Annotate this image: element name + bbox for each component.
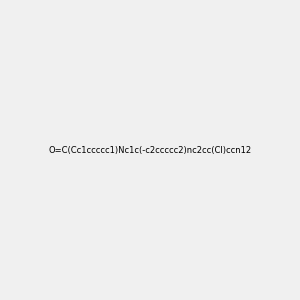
Text: O=C(Cc1ccccc1)Nc1c(-c2ccccc2)nc2cc(Cl)ccn12: O=C(Cc1ccccc1)Nc1c(-c2ccccc2)nc2cc(Cl)cc… bbox=[48, 146, 252, 154]
